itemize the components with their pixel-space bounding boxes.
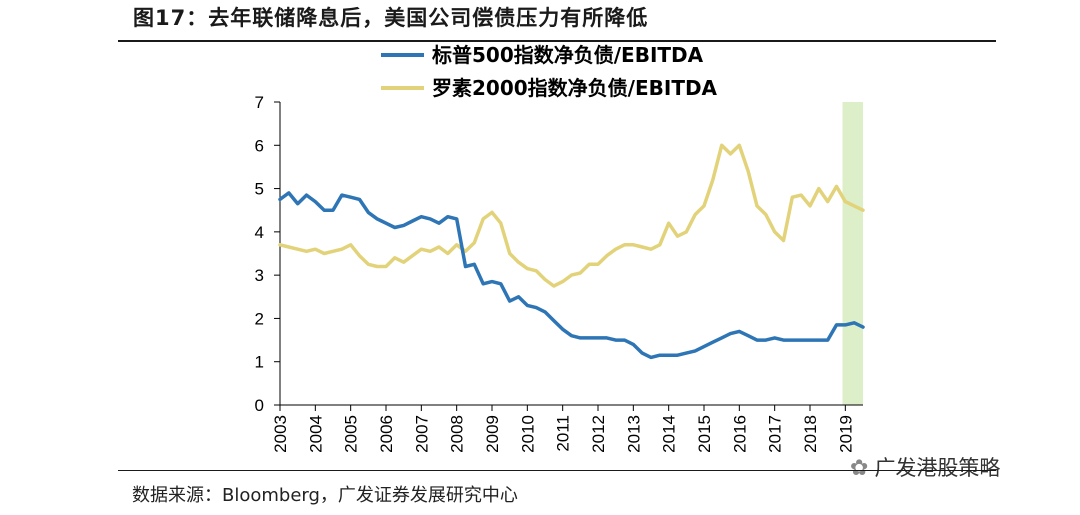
x-tick-label: 2012 bbox=[589, 415, 608, 453]
x-tick-label: 2018 bbox=[801, 415, 820, 453]
x-tick-label: 2013 bbox=[624, 415, 643, 453]
x-tick-label: 2019 bbox=[836, 415, 855, 453]
y-tick-label: 3 bbox=[255, 266, 264, 285]
x-ticks: 2003 2004 2005 2006 2007 2008 2009 2010 2011 2012… bbox=[271, 405, 855, 453]
y-tick-label: 0 bbox=[255, 396, 264, 415]
series-line-russell2000 bbox=[278, 143, 865, 288]
wechat-icon: ✿ bbox=[850, 456, 869, 481]
x-tick-label: 2017 bbox=[766, 415, 785, 453]
y-tick-label: 1 bbox=[255, 353, 264, 372]
y-tick-label: 4 bbox=[255, 223, 264, 242]
figure-title: 图17：去年联储降息后，美国公司偿债压力有所降低 bbox=[133, 6, 649, 30]
x-tick-label: 2016 bbox=[730, 415, 749, 453]
line-chart: 0 1 2 3 4 5 6 7 2003 2004 2005 2006 2007 2008 2009 201… bbox=[255, 43, 865, 453]
series-group bbox=[278, 143, 865, 360]
y-tick-label: 5 bbox=[255, 180, 264, 199]
highlight-band bbox=[842, 102, 863, 405]
y-tick-label: 2 bbox=[255, 309, 264, 328]
x-tick-label: 2005 bbox=[342, 415, 361, 453]
source-note: 数据来源：Bloomberg，广发证券发展研究中心 bbox=[132, 485, 518, 506]
x-tick-label: 2011 bbox=[554, 415, 573, 452]
y-ticks: 0 1 2 3 4 5 6 7 bbox=[255, 93, 280, 415]
watermark-label: 广发港股策略 bbox=[874, 456, 1001, 480]
legend-label-russell2000: 罗素2000指数净负债/EBITDA bbox=[432, 76, 718, 100]
x-tick-label: 2010 bbox=[518, 415, 537, 453]
bottom-rule bbox=[118, 470, 996, 471]
x-tick-label: 2004 bbox=[306, 415, 325, 453]
legend-label-sp500: 标普500指数净负债/EBITDA bbox=[432, 43, 704, 67]
watermark: ✿ 广发港股策略 bbox=[850, 452, 1000, 482]
series-line-sp500 bbox=[278, 191, 865, 360]
top-rule bbox=[118, 40, 996, 42]
x-tick-label: 2015 bbox=[695, 415, 714, 453]
x-tick-label: 2003 bbox=[271, 415, 290, 453]
legend: 标普500指数净负债/EBITDA 罗素2000指数净负债/EBITDA bbox=[381, 43, 718, 100]
x-tick-label: 2009 bbox=[483, 415, 502, 453]
y-tick-label: 6 bbox=[255, 136, 264, 155]
x-tick-label: 2008 bbox=[448, 415, 467, 453]
x-tick-label: 2007 bbox=[412, 415, 431, 453]
y-tick-label: 7 bbox=[255, 93, 264, 112]
x-tick-label: 2014 bbox=[660, 415, 679, 453]
x-tick-label: 2006 bbox=[377, 415, 396, 453]
